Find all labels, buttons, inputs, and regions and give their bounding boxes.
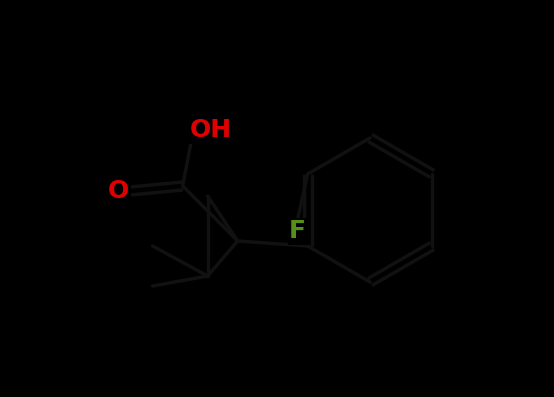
Text: O: O <box>108 179 129 203</box>
Text: F: F <box>289 219 306 243</box>
Text: OH: OH <box>189 118 232 142</box>
